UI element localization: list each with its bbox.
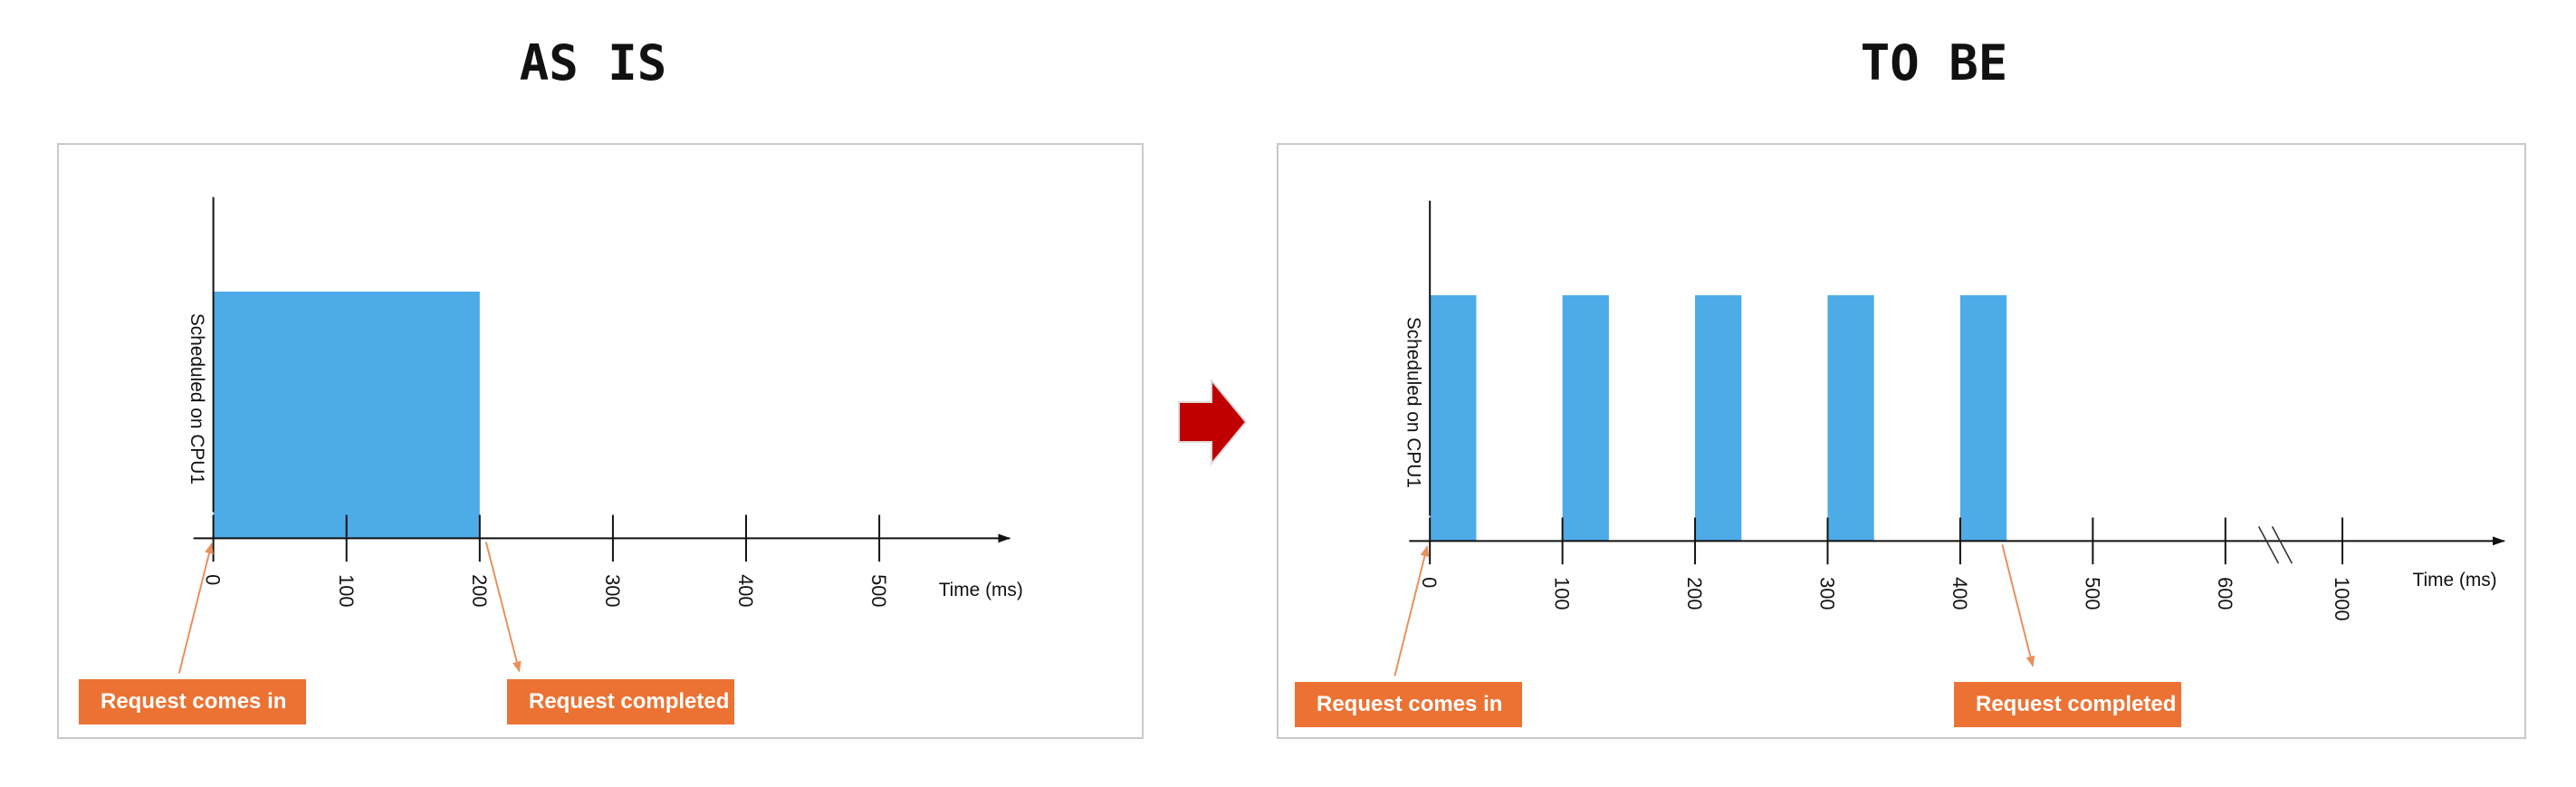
as-is-request-completed-label: Request completed	[507, 679, 734, 725]
as-is-timeline: 0 100 200 300 400 500 Scheduled on CPU1 Time …	[177, 197, 1023, 674]
to-be-tick-label: 500	[2081, 577, 2103, 609]
as-is-tick-label: 200	[468, 574, 491, 607]
to-be-request-completed-label: Request completed	[1954, 682, 2181, 727]
to-be-axis-break-mark	[2257, 526, 2280, 564]
to-be-cpu-busy-bar	[1562, 294, 1609, 542]
to-be-x-axis-label: Time (ms)	[2413, 570, 2497, 590]
as-is-y-axis-label: Scheduled on CPU1	[187, 313, 207, 485]
to-be-cpu-busy-bar	[1827, 294, 1874, 542]
to-be-ticks: 0 100 200 300 400 500 600 1000	[1418, 517, 2353, 621]
as-is-tick-label: 100	[335, 574, 358, 607]
to-be-cpu-busy-bar	[1695, 294, 1742, 542]
to-be-tick-label: 600	[2214, 577, 2236, 609]
to-be-request-in-leader	[1393, 545, 1430, 677]
to-be-heading: TO BE	[1860, 34, 2008, 91]
as-is-x-axis-label: Time (ms)	[939, 580, 1023, 600]
as-is-request-done-leader	[484, 542, 522, 673]
to-be-cpu-busy-bar	[1959, 294, 2007, 542]
to-be-bars	[1430, 294, 2007, 542]
to-be-request-comes-in-label: Request comes in	[1295, 682, 1522, 727]
to-be-timeline: 0 100 200 300 400 500 600 1000 Scheduled on CPU…	[1393, 200, 2505, 677]
right-arrow-icon	[1178, 378, 1248, 466]
as-is-panel: 0 100 200 300 400 500 Scheduled on CPU1 Time …	[57, 143, 1144, 739]
to-be-request-done-leader	[2001, 544, 2035, 667]
to-be-y-axis-label: Scheduled on CPU1	[1403, 317, 1423, 488]
to-be-axis-break-mark	[2271, 526, 2294, 564]
as-is-tick-label: 300	[601, 574, 624, 607]
to-be-tick-label: 1000	[2331, 577, 2353, 621]
as-is-heading: AS IS	[519, 34, 667, 91]
as-is-tick-label: 400	[734, 574, 757, 607]
to-be-tick-label: 0	[1418, 577, 1441, 588]
as-is-request-comes-in-label: Request comes in	[79, 679, 306, 725]
to-be-tick-label: 300	[1816, 577, 1839, 609]
to-be-tick-label: 100	[1551, 577, 1574, 609]
as-is-tick-label: 0	[202, 574, 225, 585]
as-is-ticks: 0 100 200 300 400 500	[202, 514, 890, 608]
to-be-tick-label: 400	[1949, 577, 1971, 609]
as-is-cpu-busy-bar	[213, 292, 480, 539]
as-is-tick-label: 500	[867, 574, 890, 607]
to-be-tick-label: 200	[1683, 577, 1706, 609]
to-be-panel: 0 100 200 300 400 500 600 1000 Scheduled on CPU…	[1277, 143, 2526, 739]
to-be-cpu-busy-bar	[1430, 294, 1477, 542]
as-is-request-in-leader	[177, 542, 214, 674]
as-is-bars	[213, 292, 480, 539]
